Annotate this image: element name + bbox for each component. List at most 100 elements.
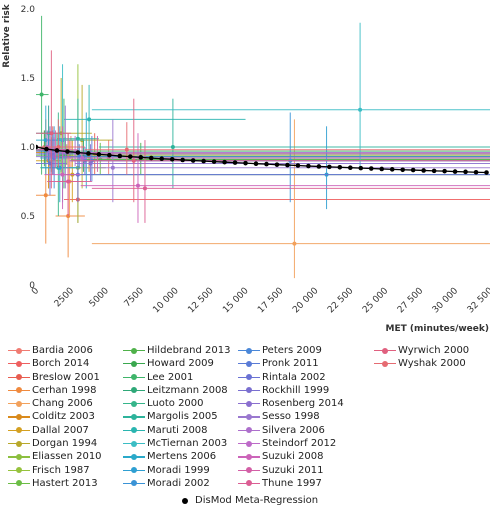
legend-swatch	[121, 398, 147, 409]
legend-item: Cerhan 1998	[6, 385, 102, 396]
legend-item: Hastert 2013	[6, 478, 102, 489]
legend-swatch	[6, 398, 32, 409]
dismod-point	[421, 168, 426, 173]
dismod-point	[222, 159, 227, 165]
legend-item-dismod: DisMod Meta-Regression	[182, 495, 318, 506]
dismod-point	[379, 166, 385, 172]
x-tick-label: 22 500	[326, 286, 356, 316]
legend-label: Bardia 2006	[32, 345, 93, 356]
legend-item: Steindorf 2012	[236, 438, 344, 449]
study-point	[87, 117, 92, 122]
dismod-point	[410, 167, 416, 173]
legend-label: Margolis 2005	[147, 411, 218, 423]
legend-label: Peters 2009	[262, 345, 322, 356]
legend-swatch	[236, 372, 262, 383]
legend-swatch	[372, 345, 398, 356]
dismod-series	[36, 144, 489, 175]
dismod-point	[253, 161, 259, 166]
legend-label: Thune 1997	[262, 477, 322, 489]
legend-swatch	[121, 411, 147, 422]
study-point	[110, 165, 115, 170]
dismod-point	[148, 155, 154, 161]
study-point	[124, 147, 129, 152]
legend-column: Peters 2009 Pronk 2011 Rintala 2002 Rockhil…	[236, 345, 344, 491]
legend-item: Peters 2009	[236, 345, 344, 356]
x-tick-label: 12 500	[186, 286, 216, 316]
dismod-point	[232, 160, 238, 165]
x-tick-label: 0	[30, 286, 41, 297]
legend-item: Hildebrand 2013	[121, 345, 230, 356]
study-point	[43, 193, 48, 198]
x-tick-label: 7500	[123, 286, 146, 309]
legend-item: Rosenberg 2014	[236, 398, 344, 409]
dismod-point	[243, 160, 248, 166]
dismod-point	[348, 165, 353, 170]
dismod-point	[44, 146, 49, 152]
legend-swatch	[6, 345, 32, 356]
x-tick-label: 2500	[53, 286, 76, 309]
legend-label: Colditz 2003	[32, 411, 95, 423]
study-point	[49, 131, 54, 136]
x-tick-label: 27 500	[396, 286, 426, 316]
legend-swatch	[121, 478, 147, 489]
study-point	[60, 172, 65, 177]
legend-swatch	[6, 385, 32, 396]
dismod-point	[96, 152, 102, 157]
legend-item: Dallal 2007	[6, 425, 102, 436]
legend-item: Eliassen 2010	[6, 451, 102, 462]
x-tick-label: 15 000	[221, 286, 251, 316]
legend-label: Dorgan 1994	[32, 438, 98, 450]
legend-label: Breslow 2001	[32, 371, 100, 383]
legend-label: Silvera 2006	[262, 424, 325, 436]
x-tick-label: 20 000	[291, 286, 321, 316]
study-point	[80, 156, 85, 161]
legend-swatch	[236, 398, 262, 409]
legend-item: Margolis 2005	[121, 411, 230, 422]
x-axis: 0 2500 5000 7500 10 000 12 500 15 000 17 500 20 …	[30, 286, 490, 316]
legend-item: Rintala 2002	[236, 372, 344, 383]
legend-swatch	[372, 358, 398, 369]
dismod-point	[86, 151, 91, 156]
study-point	[142, 186, 147, 191]
legend-label: Lee 2001	[147, 371, 194, 383]
legend-dismod-marker	[182, 497, 188, 504]
dismod-point	[316, 164, 322, 169]
dismod-point	[169, 156, 175, 162]
study-point	[358, 107, 363, 112]
legend-item: Leitzmann 2008	[121, 385, 230, 396]
legend-item: Sesso 1998	[236, 411, 344, 422]
legend-swatch	[6, 425, 32, 436]
legend-label: Maruti 2008	[147, 424, 208, 436]
dismod-point	[306, 163, 311, 169]
legend-item: Colditz 2003	[6, 411, 102, 422]
study-point	[66, 179, 71, 184]
legend-label: Suzuki 2011	[262, 464, 324, 476]
legend-swatch	[121, 358, 147, 369]
legend-label: Hildebrand 2013	[147, 345, 231, 356]
legend-column: Hildebrand 2013 Howard 2009 Lee 2001 Leitzm…	[121, 345, 230, 491]
legend-label: Steindorf 2012	[262, 438, 337, 450]
legend-column: Wyrwich 2000 Wyshak 2000	[372, 345, 469, 372]
x-tick-label: 32 500	[466, 286, 490, 316]
legend-swatch	[6, 465, 32, 476]
x-tick-label: 30 000	[431, 286, 461, 316]
dismod-point	[337, 164, 343, 170]
legend-label: Wyshak 2000	[398, 358, 466, 370]
legend-label: Chang 2006	[32, 398, 93, 410]
dismod-point	[484, 170, 489, 175]
legend-item: Frisch 1987	[6, 465, 102, 476]
dismod-point	[159, 156, 165, 162]
dismod-point	[201, 158, 206, 164]
dismod-point	[327, 164, 332, 170]
y-tick-label: 1.0	[21, 143, 36, 153]
x-tick-label: 10 000	[151, 286, 181, 316]
legend-item: Dorgan 1994	[6, 438, 102, 449]
legend-swatch	[236, 385, 262, 396]
dismod-point	[473, 169, 479, 175]
legend-label: Wyrwich 2000	[398, 345, 470, 356]
legend-swatch	[121, 438, 147, 449]
legend-label: McTiernan 2003	[147, 438, 228, 450]
legend-label: Dallal 2007	[32, 424, 89, 436]
dismod-point	[400, 167, 405, 173]
